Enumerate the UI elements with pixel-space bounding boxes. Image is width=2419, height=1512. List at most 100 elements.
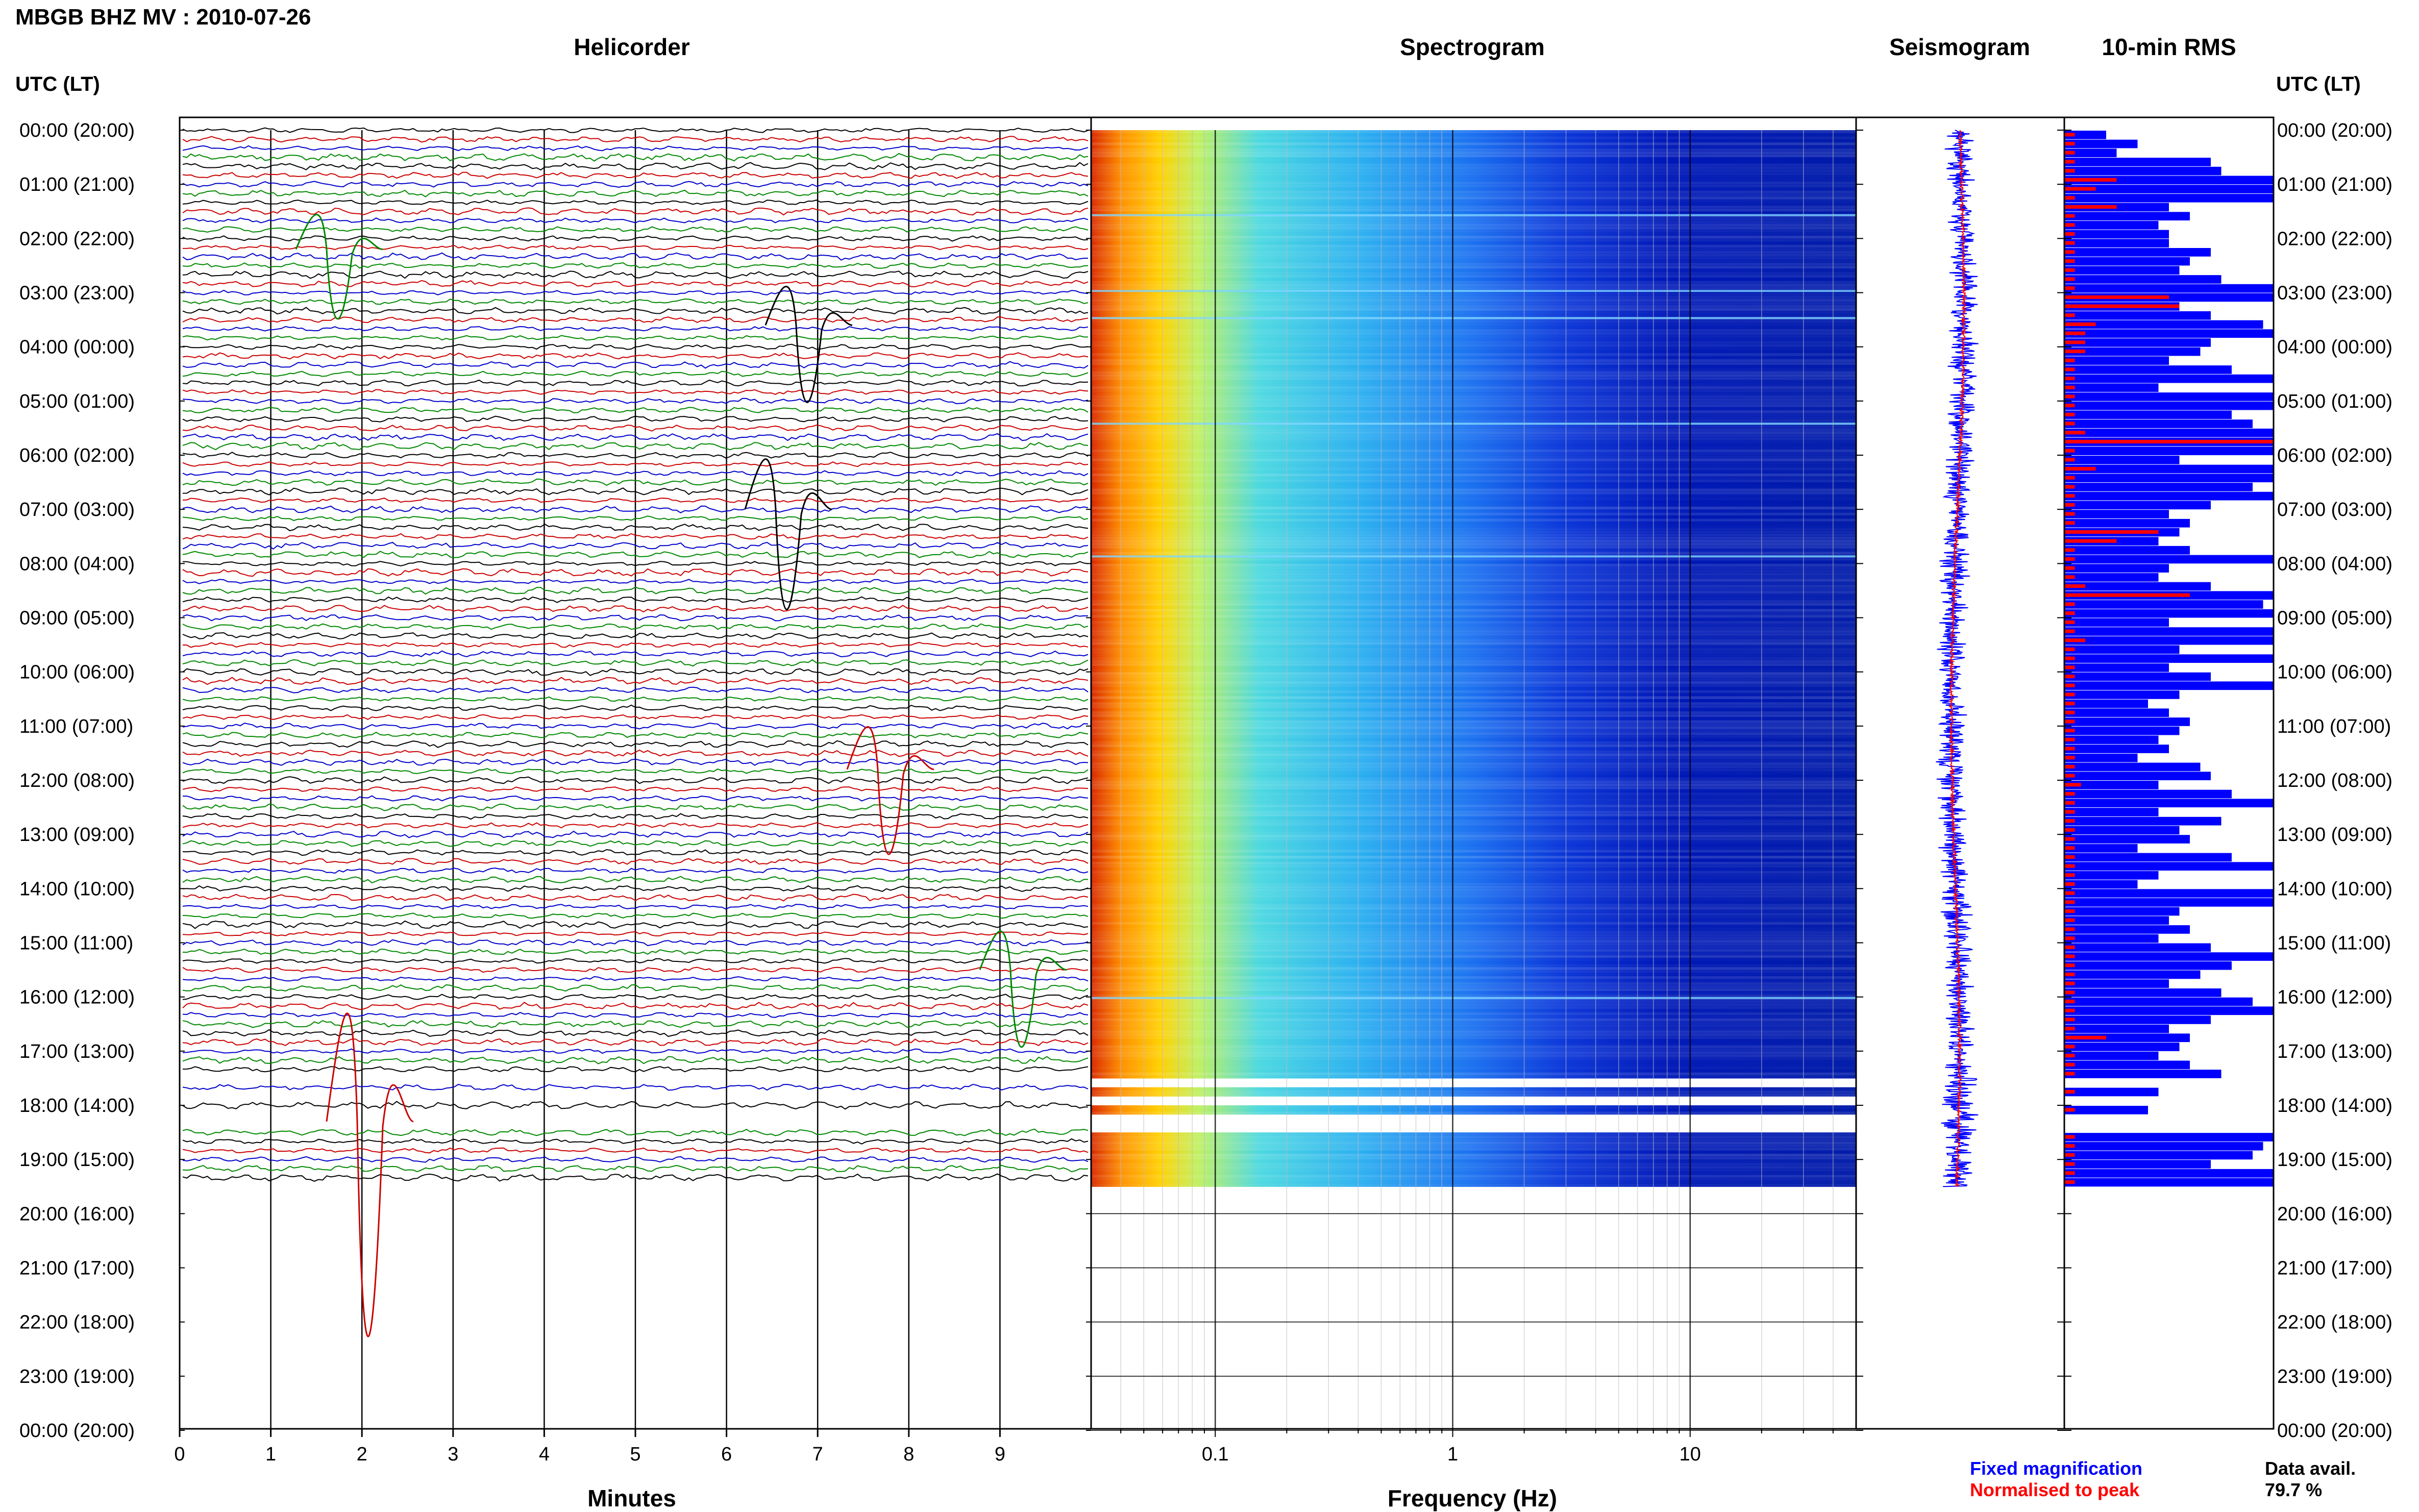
hour-label-left: 13:00 (09:00) [19,824,135,846]
helicorder-trace [182,153,1089,162]
rms-fixed-bar [2064,555,2274,564]
helicorder-trace [182,605,1089,613]
spectrogram-row [1091,654,1856,657]
hour-label-left: 20:00 (16:00) [19,1203,135,1225]
hour-label-right: 19:00 (15:00) [2277,1149,2392,1171]
rms-normalised-bar [2064,187,2096,191]
spectrogram-row [1091,1093,1856,1097]
hour-label-right: 05:00 (01:00) [2277,391,2392,412]
spectrogram-row [1091,389,1856,392]
spectrogram-row [1091,693,1856,697]
rms-normalised-bar [2064,774,2075,778]
rms-normalised-bar [2064,340,2085,344]
spectrogram-row [1091,488,1856,492]
spectrogram-row [1091,1090,1856,1094]
rms-fixed-bar [2064,474,2274,483]
rms-fixed-bar [2064,131,2106,139]
helicorder-event-wiggle [295,213,383,320]
spectrogram-xtick-label: 0.1 [1202,1444,1229,1465]
spectrogram-row [1091,792,1856,796]
spectrogram-row [1091,575,1856,579]
spectrogram-row [1091,936,1856,940]
helicorder-trace [182,335,1088,341]
rms-normalised-bar [2064,458,2075,462]
helicorder-trace [182,1029,1089,1037]
spectrogram-row [1091,566,1856,570]
spectrogram-row [1091,494,1856,498]
helicorder-trace [182,1147,1089,1154]
spectrogram-row [1091,295,1856,299]
spectrogram-row [1091,536,1856,540]
helicorder-trace [182,994,1089,1001]
helicorder-trace [182,659,1089,667]
rms-normalised-bar [2064,611,2075,615]
spectrogram-transient-line [1091,214,1856,216]
spectrogram-row [1091,157,1856,161]
spectrogram-row [1091,1063,1856,1067]
helicorder-trace [183,795,1089,802]
spectrogram-row [1091,690,1856,693]
spectrogram-row [1091,398,1856,402]
rms-fixed-bar [2064,726,2180,735]
spectrogram-row [1091,1171,1856,1175]
rms-normalised-bar [2064,250,2075,254]
rms-fixed-bar [2064,618,2169,627]
hour-label-left: 04:00 (00:00) [19,337,135,358]
spectrogram-row [1091,753,1856,757]
rms-normalised-bar [2064,846,2075,850]
helicorder-trace [182,813,1089,820]
spectrogram-row [1091,226,1856,230]
spectrogram-row [1091,362,1856,365]
spectrogram-row [1091,1177,1856,1181]
spectrogram-row [1091,912,1856,916]
rms-fixed-bar [2064,564,2169,573]
spectrogram-row [1091,627,1856,630]
spectrogram-row [1091,169,1856,173]
rms-normalised-bar [2064,918,2075,922]
hour-label-right: 23:00 (19:00) [2277,1366,2392,1387]
rms-fixed-bar [2064,456,2180,464]
helicorder-trace [182,976,1089,982]
helicorder-trace [182,948,1089,955]
rms-fixed-bar [2064,1142,2263,1151]
helicorder-trace [182,677,1089,685]
spectrogram-transient-line [1091,997,1856,999]
helicorder-trace [182,931,1089,937]
hour-label-right: 10:00 (06:00) [2277,662,2392,683]
rms-fixed-bar [2064,799,2274,808]
hour-label-left: 07:00 (03:00) [19,499,135,520]
spectrogram-row [1091,738,1856,741]
spectrogram-row [1091,323,1856,326]
spectrogram-row [1091,702,1856,706]
spectrogram-row [1091,482,1856,486]
rms-normalised-bar [2064,178,2117,182]
spectrogram-row [1091,332,1856,335]
hour-label-left: 03:00 (23:00) [19,283,135,304]
rms-fixed-bar [2064,248,2211,257]
helicorder-trace [182,1056,1089,1064]
hour-label-right: 16:00 (12:00) [2277,987,2392,1008]
helicorder-event-wiggle [326,1012,414,1337]
helicorder-trace [182,939,1089,947]
spectrogram-row [1091,578,1856,582]
helicorder-xtick-label: 7 [812,1444,823,1465]
hour-label-left: 18:00 (14:00) [19,1095,135,1117]
rms-fixed-bar [2064,401,2274,410]
helicorder-trace [182,623,1089,630]
spectrogram-row [1091,193,1856,197]
rms-normalised-bar [2064,756,2075,760]
spectrogram-row [1091,1180,1856,1184]
spectrogram-row [1091,1036,1856,1039]
spectrogram-row [1091,1027,1856,1031]
spectrogram-row [1091,530,1856,534]
spectrogram-row [1091,976,1856,979]
rms-normalised-bar [2064,431,2085,435]
rms-normalised-bar [2064,385,2075,389]
rms-normalised-bar [2064,710,2075,714]
spectrogram-row [1091,449,1856,453]
spectrogram-row [1091,933,1856,937]
spectrogram-row [1091,563,1856,567]
spectrogram-row [1091,909,1856,913]
rms-normalised-bar [2064,268,2075,272]
helicorder-trace [182,127,1089,133]
